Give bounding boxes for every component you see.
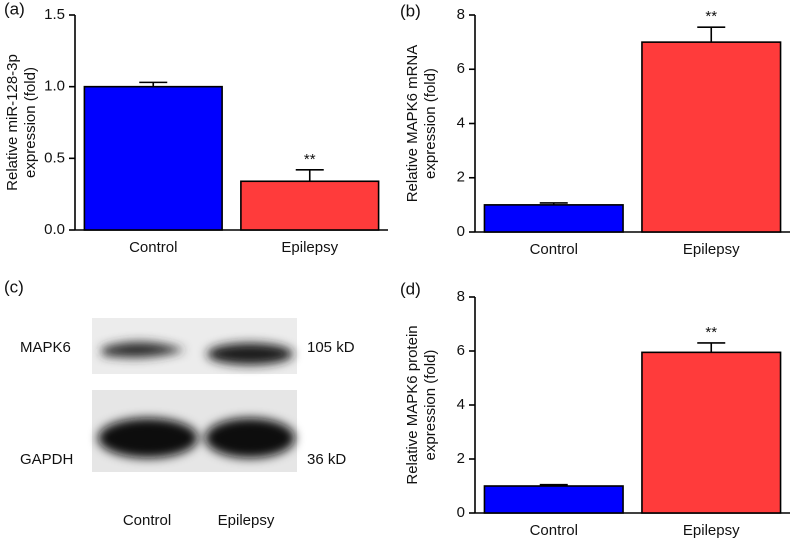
lane-label: Control	[123, 512, 171, 529]
bar	[83, 85, 223, 231]
bar	[641, 41, 782, 233]
y-tick-label: 4	[457, 396, 465, 413]
y-tick-label: 1.5	[44, 6, 65, 23]
y-tick-label: 0.5	[44, 149, 65, 166]
x-tick-label: Epilepsy	[281, 239, 338, 256]
size-label: 105 kD	[307, 339, 355, 356]
bar	[240, 180, 380, 231]
x-tick-label: Control	[129, 239, 177, 256]
y-tick-label: 2	[457, 169, 465, 186]
bar	[641, 351, 782, 514]
y-axis-label: Relative miR-128-3p	[4, 54, 21, 191]
y-tick-label: 6	[457, 60, 465, 77]
band	[102, 341, 185, 358]
y-tick-label: 8	[457, 6, 465, 23]
y-tick-label: 8	[457, 288, 465, 305]
size-label: 36 kD	[307, 451, 346, 468]
y-axis-label: expression (fold)	[22, 67, 39, 178]
panel-label: (d)	[400, 279, 421, 298]
protein-label: GAPDH	[20, 451, 73, 468]
bar	[483, 204, 624, 233]
significance: **	[304, 151, 316, 168]
y-tick-label: 0	[457, 504, 465, 521]
y-tick-label: 6	[457, 342, 465, 359]
significance: **	[705, 324, 717, 341]
panel-label: (b)	[400, 1, 421, 20]
y-tick-label: 1.0	[44, 78, 65, 95]
y-axis-label: expression (fold)	[422, 68, 439, 179]
y-tick-label: 0	[457, 223, 465, 240]
x-tick-label: Epilepsy	[683, 241, 740, 258]
bar	[483, 485, 624, 514]
y-axis-label: expression (fold)	[422, 350, 439, 461]
band	[98, 418, 198, 458]
significance: **	[705, 8, 717, 25]
y-axis-label: Relative MAPK6 protein	[404, 325, 421, 484]
protein-label: MAPK6	[20, 339, 71, 356]
panel-label: (c)	[4, 277, 24, 296]
y-tick-label: 2	[457, 450, 465, 467]
x-tick-label: Epilepsy	[683, 522, 740, 539]
band	[207, 343, 293, 365]
x-tick-label: Control	[530, 522, 578, 539]
y-axis-label: Relative MAPK6 mRNA	[404, 45, 421, 203]
lane-label: Epilepsy	[218, 512, 275, 529]
y-tick-label: 4	[457, 114, 465, 131]
x-tick-label: Control	[530, 241, 578, 258]
blot-bands	[98, 341, 295, 458]
y-tick-label: 0.0	[44, 221, 65, 238]
panel-label: (a)	[4, 0, 25, 18]
band	[205, 418, 295, 458]
